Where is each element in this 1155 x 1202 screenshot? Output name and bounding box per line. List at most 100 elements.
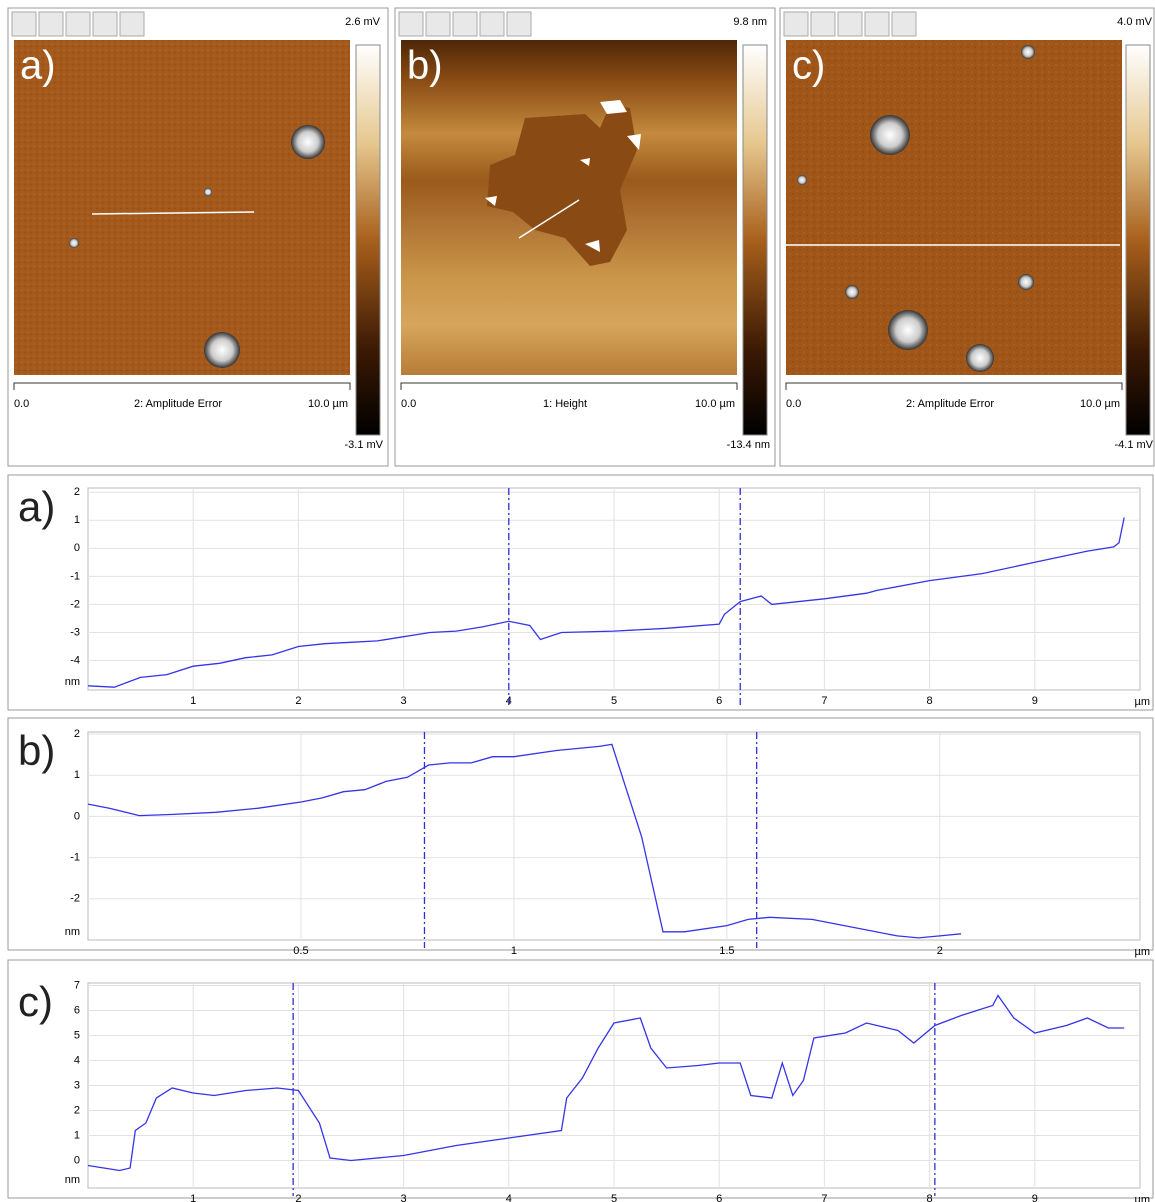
profile-line [87,743,962,939]
y-tick-label: 6 [74,1004,80,1016]
x-tick-label: 3 [401,1193,407,1202]
max-label: 4.0 mV [1117,16,1153,28]
color-bar [742,44,768,436]
particle [888,310,928,350]
max-label: 2.6 mV [345,16,381,28]
min-label: -4.1 mV [1114,439,1153,451]
y-tick-label: 0 [74,1154,80,1166]
x-tick-label: 2 [295,695,301,707]
image-panel: 4.0 mV c) -4.1 mV 0.0 2: Amplitude Error… [779,7,1155,467]
x-tick-label: 8 [927,695,933,707]
x-tick-label: 2 [937,945,943,957]
y-tick-label: 2 [74,1104,80,1116]
scale-start: 0.0 [401,398,416,410]
scale-end: 10.0 µm [308,398,348,410]
tool-button[interactable] [837,11,863,37]
particle [204,332,240,368]
y-tick-label: -3 [70,626,80,638]
channel-label: 1: Height [543,398,587,410]
y-tick-label: 1 [74,769,80,781]
tool-button[interactable] [810,11,836,37]
chart-title: a) [18,483,55,530]
particle [966,344,994,372]
x-tick-label: 2 [295,1193,301,1202]
profile-line [518,199,580,239]
x-tick-label: 6 [716,695,722,707]
y-tick-label: 0 [74,810,80,822]
y-tick-label: 2 [74,486,80,498]
x-tick-label: 1 [190,1193,196,1202]
x-tick-label: 1.5 [719,945,734,957]
x-unit-label: µm [1134,696,1150,708]
y-tick-label: -4 [70,654,80,666]
tool-button[interactable] [506,11,532,37]
x-tick-label: 6 [716,1193,722,1202]
y-unit-label: nm [65,926,80,938]
y-tick-label: 1 [74,514,80,526]
color-bar [355,44,381,436]
image-panel: 2.6 mV a) -3.1 mV 0.0 2: Amplitude Error… [7,7,389,467]
x-tick-label: 1 [190,695,196,707]
y-unit-label: nm [65,1174,80,1186]
scale-start: 0.0 [14,398,29,410]
particle [204,188,212,196]
channel-label: 2: Amplitude Error [906,398,994,410]
x-tick-label: 3 [401,695,407,707]
y-tick-label: 0 [74,542,80,554]
afm-image [14,40,350,375]
min-label: -3.1 mV [344,439,383,451]
profile-line [87,994,1125,1172]
x-tick-label: 5 [611,695,617,707]
y-tick-label: 2 [74,728,80,740]
color-bar [1125,44,1151,436]
min-label: -13.4 nm [727,439,770,451]
plot-area [87,731,1141,941]
particle [1018,274,1034,290]
scale-end: 10.0 µm [1080,398,1120,410]
y-tick-label: -1 [70,852,80,864]
x-tick-label: 8 [927,1193,933,1202]
y-tick-label: 7 [74,979,80,991]
tool-button[interactable] [783,11,809,37]
particle [1021,45,1035,59]
y-tick-label: 5 [74,1029,80,1041]
particle [870,115,910,155]
scale-bar [13,382,351,390]
particle [69,238,79,248]
toolbar[interactable] [11,11,145,37]
tool-button[interactable] [452,11,478,37]
tool-button[interactable] [425,11,451,37]
toolbar[interactable] [783,11,917,37]
y-tick-label: -1 [70,570,80,582]
tool-button[interactable] [65,11,91,37]
x-tick-label: 5 [611,1193,617,1202]
x-tick-label: 9 [1032,695,1038,707]
toolbar[interactable] [398,11,532,37]
afm-image [786,40,1122,375]
panel-letter: a) [20,44,56,88]
channel-label: 2: Amplitude Error [134,398,222,410]
tool-button[interactable] [891,11,917,37]
scale-bar [785,382,1123,390]
y-tick-label: -2 [70,598,80,610]
profile-line [91,211,255,215]
tool-button[interactable] [398,11,424,37]
y-tick-label: 1 [74,1129,80,1141]
panel-letter: b) [407,44,443,88]
tool-button[interactable] [11,11,37,37]
panel-letter: c) [792,44,825,88]
tool-button[interactable] [38,11,64,37]
tool-button[interactable] [479,11,505,37]
scale-start: 0.0 [786,398,801,410]
x-tick-label: 0.5 [293,945,308,957]
y-unit-label: nm [65,676,80,688]
tool-button[interactable] [92,11,118,37]
tool-button[interactable] [864,11,890,37]
y-tick-label: 4 [74,1054,80,1066]
y-tick-label: 3 [74,1079,80,1091]
x-unit-label: µm [1134,946,1150,958]
x-tick-label: 1 [511,945,517,957]
tool-button[interactable] [119,11,145,37]
